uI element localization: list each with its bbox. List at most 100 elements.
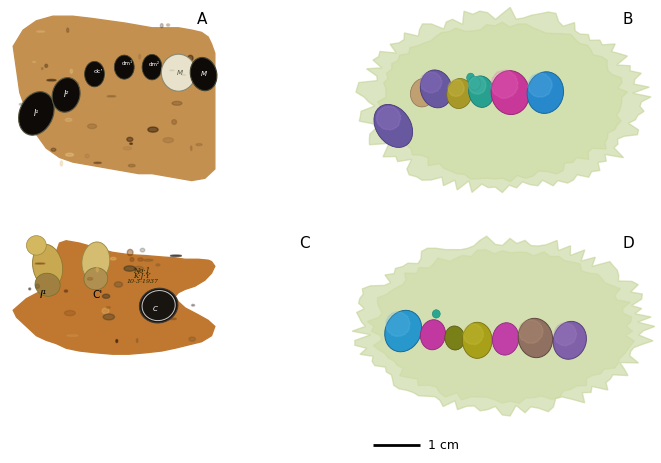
Ellipse shape [138,258,143,261]
Text: D: D [622,236,634,251]
Ellipse shape [97,74,105,78]
Ellipse shape [167,24,170,26]
Polygon shape [356,7,651,193]
Ellipse shape [107,96,116,97]
Ellipse shape [128,250,133,256]
Ellipse shape [114,282,122,287]
Ellipse shape [19,92,54,135]
Ellipse shape [469,76,481,90]
Ellipse shape [469,76,494,107]
Polygon shape [376,106,401,130]
Text: I¹: I¹ [34,109,39,118]
Ellipse shape [110,257,116,260]
Ellipse shape [19,103,26,106]
Polygon shape [448,80,464,96]
Ellipse shape [410,78,436,107]
Ellipse shape [463,322,492,358]
Ellipse shape [188,55,193,61]
Ellipse shape [87,277,93,280]
Ellipse shape [51,148,56,151]
Ellipse shape [144,259,153,261]
Polygon shape [519,319,543,344]
Ellipse shape [42,68,43,69]
Ellipse shape [52,78,80,112]
Ellipse shape [127,138,133,142]
Polygon shape [554,323,576,346]
Ellipse shape [64,290,67,292]
Ellipse shape [161,54,196,91]
Ellipse shape [139,54,141,59]
Text: dm²: dm² [149,63,159,67]
Ellipse shape [196,144,202,146]
Ellipse shape [190,146,192,150]
Ellipse shape [447,79,472,108]
Ellipse shape [175,64,182,67]
Ellipse shape [189,337,196,341]
Polygon shape [376,22,627,181]
Ellipse shape [85,61,104,87]
Text: No·1: No·1 [134,267,151,275]
Ellipse shape [87,124,97,129]
Ellipse shape [84,268,108,290]
Ellipse shape [65,153,73,156]
Ellipse shape [102,294,110,298]
Ellipse shape [166,69,173,72]
Ellipse shape [94,162,101,163]
Text: K·J·Y: K·J·Y [134,272,151,281]
Ellipse shape [553,321,586,359]
Polygon shape [386,312,410,337]
Text: dc': dc' [93,69,102,74]
Ellipse shape [491,71,529,114]
Polygon shape [469,76,486,94]
Text: C': C' [93,290,103,300]
Ellipse shape [116,339,118,343]
Ellipse shape [467,73,475,82]
Ellipse shape [527,72,564,113]
Text: A: A [196,12,207,26]
Polygon shape [352,236,655,416]
Ellipse shape [169,69,175,71]
Ellipse shape [67,28,69,32]
Ellipse shape [169,70,172,71]
Ellipse shape [169,318,176,320]
Ellipse shape [432,310,440,318]
Ellipse shape [181,74,186,76]
Ellipse shape [35,273,60,296]
Ellipse shape [518,319,553,357]
Ellipse shape [134,266,143,272]
Ellipse shape [34,250,36,255]
Ellipse shape [140,248,145,252]
Ellipse shape [23,126,32,128]
Ellipse shape [172,101,182,105]
Ellipse shape [190,57,217,91]
Ellipse shape [164,70,170,72]
Ellipse shape [171,255,182,257]
Ellipse shape [385,310,422,352]
Ellipse shape [70,69,73,73]
Ellipse shape [148,127,158,132]
Polygon shape [420,72,442,93]
Ellipse shape [45,64,48,68]
Polygon shape [463,324,483,345]
Ellipse shape [161,24,163,28]
Text: 10·3·1937: 10·3·1937 [126,280,158,284]
Ellipse shape [130,143,132,144]
Ellipse shape [172,119,176,125]
Ellipse shape [192,304,194,306]
Ellipse shape [114,55,134,79]
Ellipse shape [180,64,188,67]
Polygon shape [13,16,215,181]
Ellipse shape [36,284,40,288]
Ellipse shape [156,264,160,266]
Ellipse shape [67,335,78,337]
Ellipse shape [35,263,45,264]
Ellipse shape [142,54,162,80]
Ellipse shape [374,105,412,147]
Ellipse shape [73,82,79,84]
Ellipse shape [102,308,109,314]
Ellipse shape [37,100,46,105]
Ellipse shape [65,311,75,316]
Text: M: M [200,71,207,77]
Ellipse shape [36,31,45,32]
Polygon shape [368,250,635,403]
